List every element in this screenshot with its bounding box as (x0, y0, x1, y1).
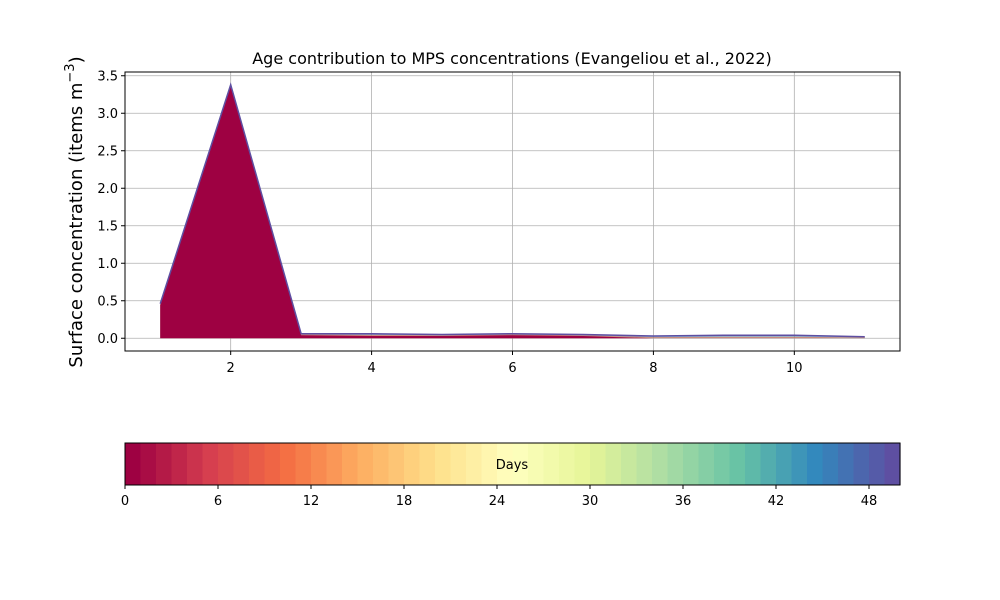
colorbar-tick-label: 18 (396, 494, 413, 509)
colorbar-cell (729, 443, 746, 485)
x-tick-label: 2 (227, 361, 235, 376)
x-axis: 2 4 6 8 10 (227, 351, 803, 376)
colorbar-cell (652, 443, 669, 485)
colorbar-cell (466, 443, 483, 485)
colorbar-cell (698, 443, 715, 485)
colorbar-cells (125, 443, 901, 485)
y-tick-label: 2.5 (97, 144, 118, 159)
colorbar-cell (838, 443, 855, 485)
colorbar-cell (605, 443, 622, 485)
colorbar-cell (357, 443, 374, 485)
colorbar-cell (264, 443, 281, 485)
colorbar-cell (450, 443, 467, 485)
colorbar-cell (853, 443, 870, 485)
colorbar-cell (822, 443, 839, 485)
colorbar-cell (388, 443, 405, 485)
colorbar-cell (667, 443, 684, 485)
colorbar-tick-label: 12 (303, 494, 320, 509)
colorbar-cell (512, 443, 529, 485)
colorbar-cell (202, 443, 219, 485)
colorbar-cell (683, 443, 700, 485)
colorbar-cell (621, 443, 638, 485)
colorbar-cell (543, 443, 560, 485)
colorbar-cell (574, 443, 591, 485)
chart-title: Age contribution to MPS concentrations (… (252, 49, 772, 68)
series-day-0 (160, 86, 865, 339)
y-axis-label-exponent: −3 (63, 63, 78, 82)
colorbar-tick-label: 24 (489, 494, 506, 509)
colorbar-tick-label: 30 (582, 494, 599, 509)
colorbar-cell (218, 443, 235, 485)
colorbar-cell (884, 443, 901, 485)
colorbar-cell (342, 443, 359, 485)
x-tick-label: 8 (649, 361, 657, 376)
x-tick-label: 6 (508, 361, 516, 376)
colorbar-tick-label: 6 (214, 494, 222, 509)
plot-area: 2 4 6 8 10 0.0 0.5 1.0 1.5 2.0 2.5 3.0 3.5 (97, 69, 901, 376)
y-axis-label: Surface concentration (items m−3) (63, 56, 87, 367)
colorbar-cell (326, 443, 343, 485)
colorbar-cell (280, 443, 297, 485)
colorbar-cell (791, 443, 808, 485)
colorbar-cell (156, 443, 173, 485)
colorbar-cell (636, 443, 653, 485)
y-tick-label: 2.0 (97, 182, 118, 197)
colorbar-cell (311, 443, 328, 485)
colorbar-cell (497, 443, 514, 485)
colorbar-cell (590, 443, 607, 485)
y-axis-label-close: ) (66, 56, 87, 63)
colorbar-cell (295, 443, 312, 485)
colorbar-cell (481, 443, 498, 485)
colorbar-cell (419, 443, 436, 485)
colorbar-cell (807, 443, 824, 485)
x-tick-label: 10 (786, 361, 803, 376)
colorbar: Days 0 6 12 18 24 30 36 42 48 (121, 442, 901, 509)
colorbar-tick-label: 48 (861, 494, 878, 509)
colorbar-cell (233, 443, 250, 485)
y-tick-label: 1.0 (97, 257, 118, 272)
colorbar-tick-label: 36 (675, 494, 692, 509)
colorbar-cell (140, 443, 157, 485)
colorbar-cell (404, 443, 421, 485)
colorbar-cell (869, 443, 886, 485)
colorbar-cell (435, 443, 452, 485)
colorbar-label: Days (496, 458, 529, 473)
colorbar-cell (249, 443, 266, 485)
y-tick-label: 3.0 (97, 107, 118, 122)
x-tick-label: 4 (367, 361, 375, 376)
colorbar-cell (187, 443, 204, 485)
y-tick-label: 1.5 (97, 219, 118, 234)
colorbar-cell (714, 443, 731, 485)
colorbar-cell (373, 443, 390, 485)
y-tick-label: 0.5 (97, 294, 118, 309)
colorbar-ticks: 0 6 12 18 24 30 36 42 48 (121, 485, 877, 509)
colorbar-cell (125, 443, 142, 485)
colorbar-cell (760, 443, 777, 485)
colorbar-cell (528, 443, 545, 485)
y-tick-label: 0.0 (97, 332, 118, 347)
colorbar-tick-label: 42 (768, 494, 785, 509)
series-layer (159, 82, 865, 339)
colorbar-frame (124, 442, 901, 486)
y-axis: 0.0 0.5 1.0 1.5 2.0 2.5 3.0 3.5 (97, 69, 125, 347)
colorbar-cell (559, 443, 576, 485)
colorbar-cell (745, 443, 762, 485)
series-total-outline (159, 82, 865, 338)
colorbar-cell (776, 443, 793, 485)
colorbar-tick-label: 0 (121, 494, 129, 509)
colorbar-cell (171, 443, 188, 485)
y-tick-label: 3.5 (97, 69, 118, 84)
